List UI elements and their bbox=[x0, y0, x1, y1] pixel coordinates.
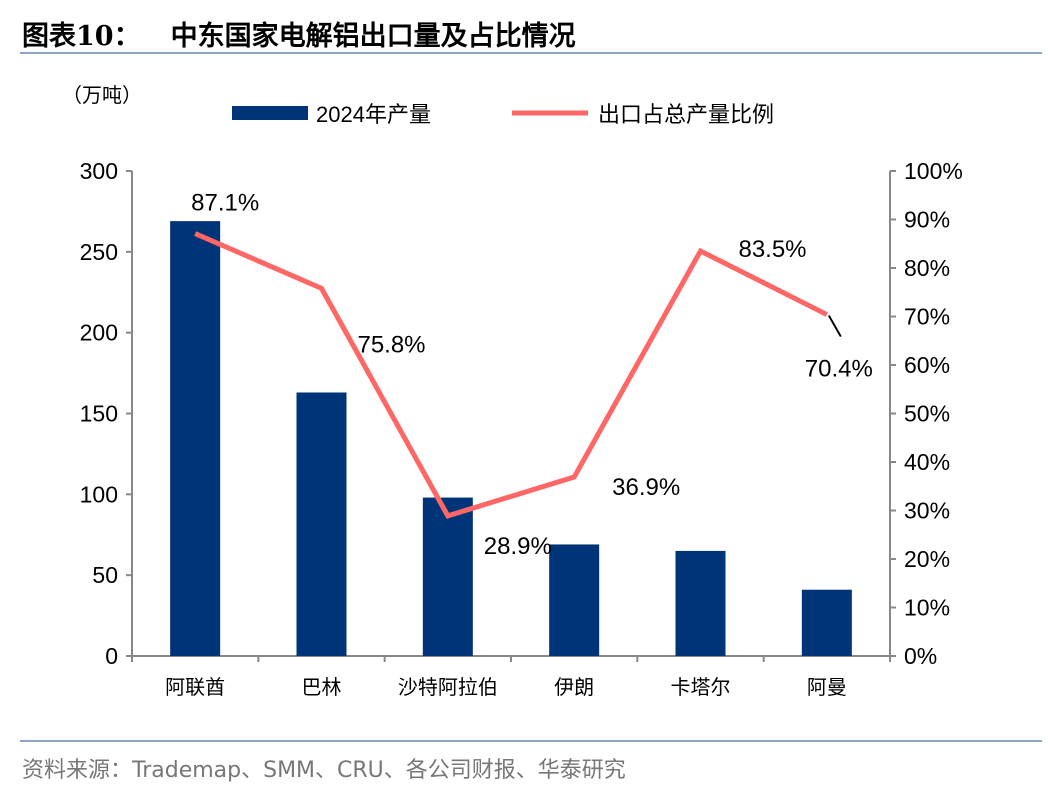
category-label: 卡塔尔 bbox=[671, 676, 731, 699]
right-tick-label: 20% bbox=[904, 546, 950, 572]
data-label: 83.5% bbox=[738, 236, 806, 263]
left-tick-label: 0 bbox=[105, 643, 118, 669]
category-label: 伊朗 bbox=[554, 676, 594, 699]
right-tick-label: 60% bbox=[904, 352, 950, 378]
bar-5 bbox=[801, 589, 852, 656]
left-tick-label: 50 bbox=[92, 562, 118, 588]
category-label: 巴林 bbox=[302, 676, 342, 699]
title-text: 中东国家电解铝出口量及占比情况 bbox=[170, 21, 576, 52]
legend-line-label: 出口占总产量比例 bbox=[598, 102, 774, 127]
data-label: 87.1% bbox=[191, 190, 259, 217]
data-label: 75.8% bbox=[357, 331, 425, 358]
category-label: 阿联酋 bbox=[165, 676, 225, 699]
right-tick-label: 70% bbox=[904, 304, 950, 330]
right-tick-label: 80% bbox=[904, 255, 950, 281]
data-label: 28.9% bbox=[484, 533, 552, 560]
legend-bar-swatch bbox=[232, 106, 308, 120]
figure-number: 图表10： bbox=[22, 21, 141, 52]
source-note: 资料来源：Trademap、SMM、CRU、各公司财报、华泰研究 bbox=[22, 758, 626, 783]
category-label: 阿曼 bbox=[807, 676, 847, 699]
right-tick-label: 30% bbox=[904, 498, 950, 524]
figure-title: 图表10： 中东国家电解铝出口量及占比情况 bbox=[22, 14, 576, 53]
left-tick-label: 200 bbox=[80, 320, 118, 346]
right-tick-label: 40% bbox=[904, 449, 950, 475]
bar-2 bbox=[422, 497, 473, 656]
data-label: 36.9% bbox=[612, 474, 680, 501]
label-leader-line bbox=[827, 315, 842, 338]
left-tick-label: 300 bbox=[80, 158, 118, 184]
data-label: 70.4% bbox=[805, 356, 873, 383]
right-tick-label: 50% bbox=[904, 401, 950, 427]
right-tick-label: 0% bbox=[904, 643, 937, 669]
right-tick-label: 90% bbox=[904, 207, 950, 233]
bar-1 bbox=[296, 392, 347, 656]
footer-divider bbox=[20, 740, 1042, 742]
bar-0 bbox=[170, 221, 221, 656]
right-tick-label: 10% bbox=[904, 595, 950, 621]
left-tick-label: 250 bbox=[80, 239, 118, 265]
right-tick-label: 100% bbox=[904, 158, 963, 184]
category-label: 沙特阿拉伯 bbox=[398, 676, 498, 699]
left-axis-unit: （万吨） bbox=[62, 84, 142, 107]
legend-bar-label: 2024年产量 bbox=[316, 102, 431, 127]
left-tick-label: 100 bbox=[80, 481, 118, 507]
bar-3 bbox=[549, 544, 600, 656]
bar-4 bbox=[675, 550, 726, 656]
title-divider bbox=[20, 52, 1042, 54]
ratio-line bbox=[194, 231, 828, 519]
left-tick-label: 150 bbox=[80, 401, 118, 427]
